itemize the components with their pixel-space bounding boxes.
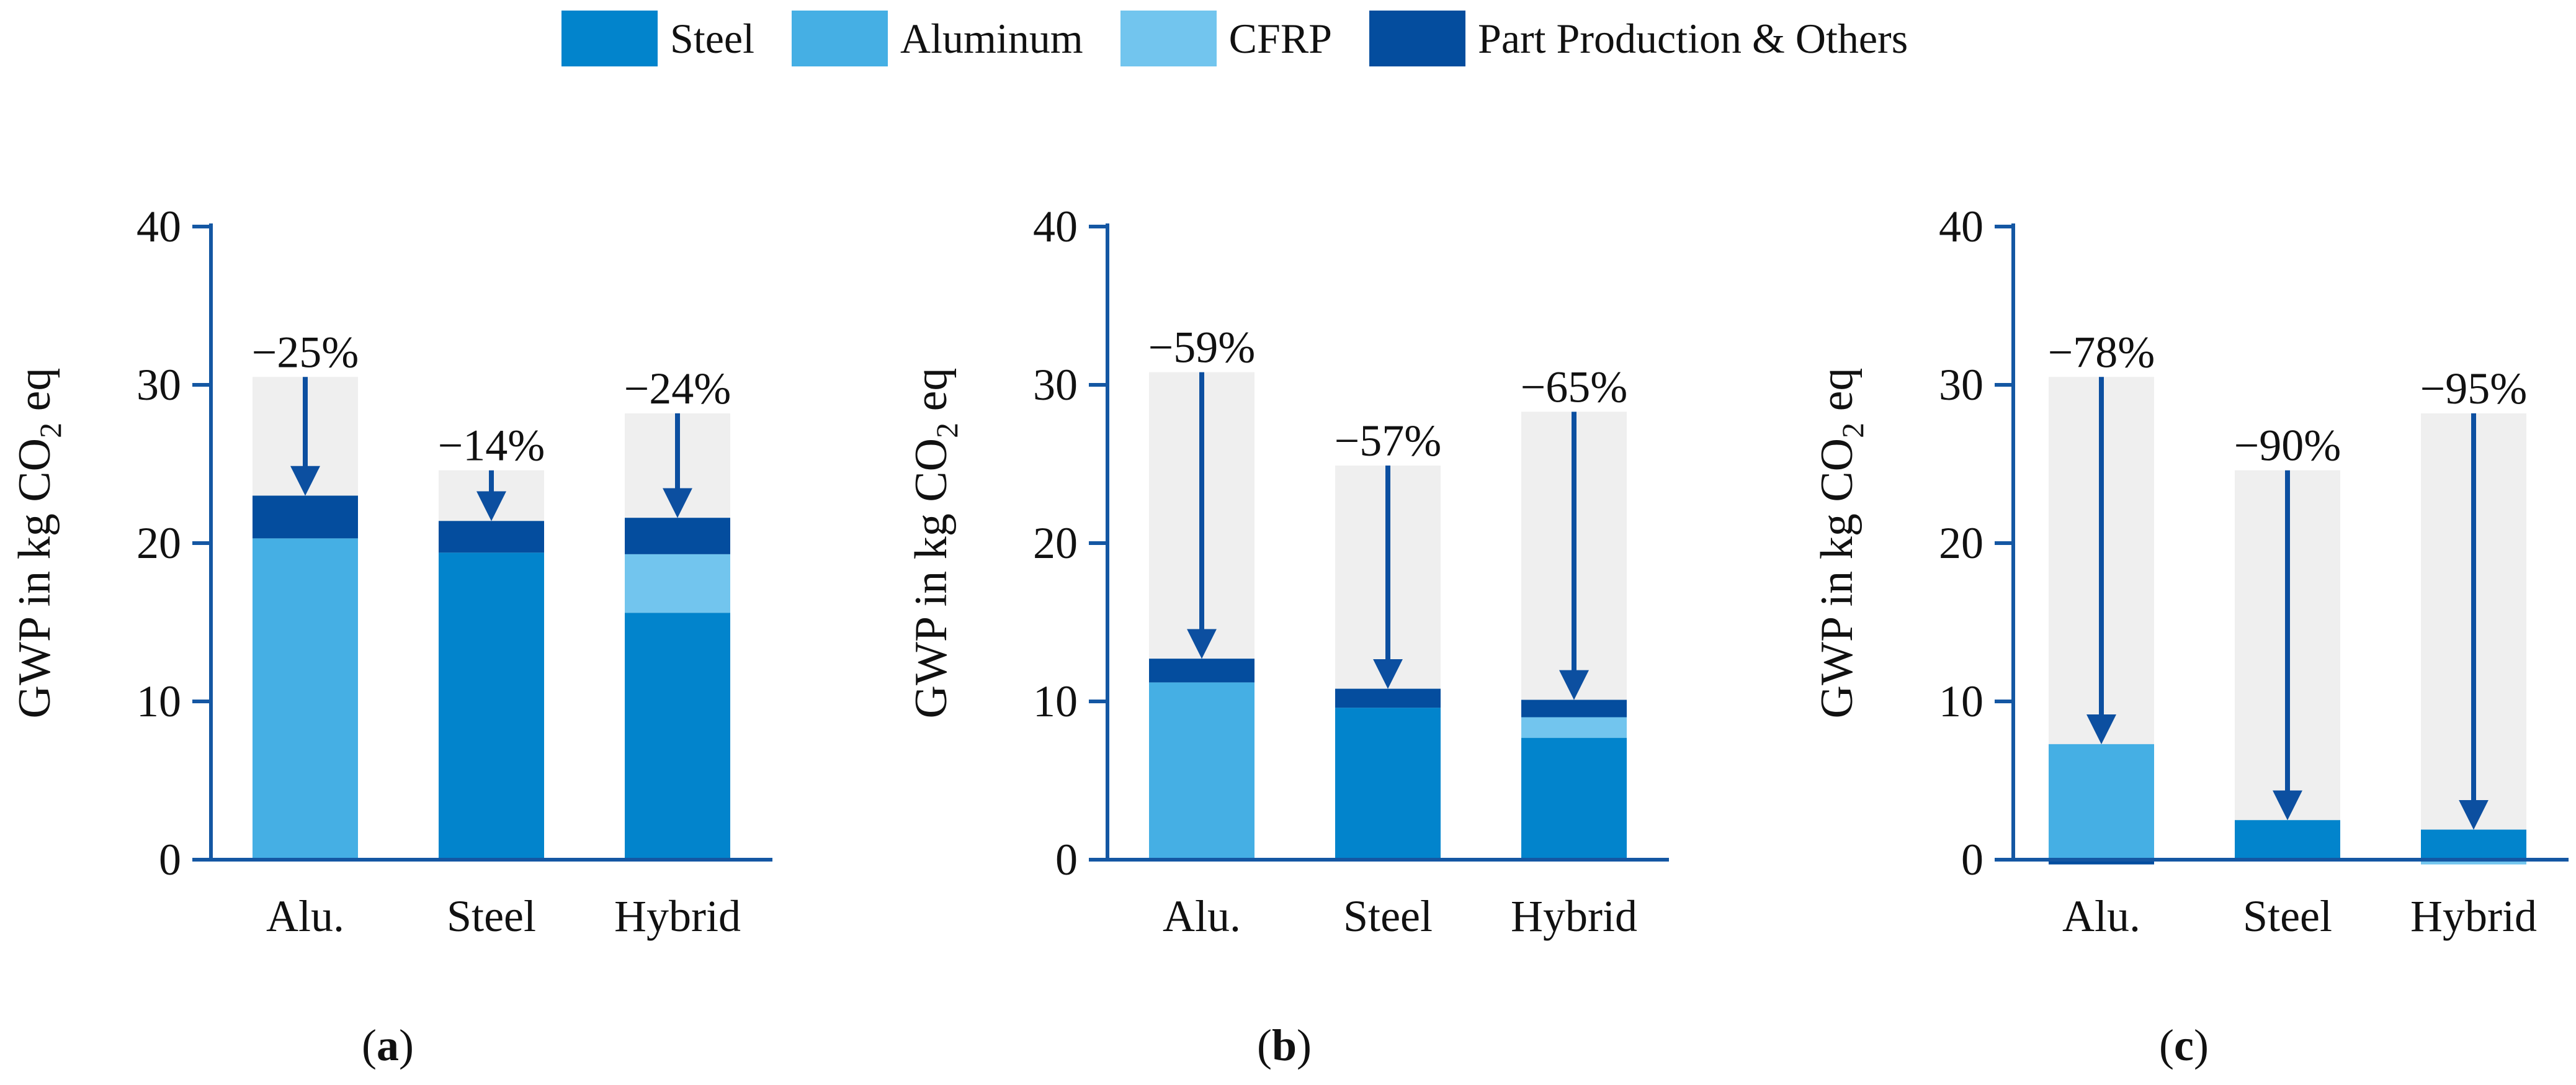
legend-label-part-production: Part Production & Others bbox=[1478, 15, 1908, 62]
legend-item-aluminum: Aluminum bbox=[791, 11, 1083, 66]
bar-segment-a-hybrid-steel bbox=[625, 613, 730, 860]
bar-segment-a-hybrid-cfrp bbox=[625, 554, 730, 613]
legend-swatch-aluminum bbox=[791, 11, 888, 66]
reduction-label-b-hybrid: −65% bbox=[1521, 362, 1628, 412]
bar-segment-b-hybrid-steel bbox=[1521, 737, 1627, 860]
panel-label-a: (a) bbox=[362, 1020, 414, 1070]
panel-label-c: (c) bbox=[2159, 1020, 2209, 1070]
y-tick-label-c-40: 40 bbox=[1939, 202, 1983, 251]
bar-segment-c-hybrid-steel bbox=[2421, 829, 2526, 860]
x-tick-label-c-steel: Steel bbox=[2243, 891, 2332, 941]
bar-segment-c-alu-aluminum bbox=[2049, 744, 2154, 860]
bar-segment-c-steel-steel bbox=[2235, 820, 2340, 860]
y-tick-label-a-40: 40 bbox=[136, 202, 181, 251]
legend-label-cfrp: CFRP bbox=[1228, 15, 1333, 62]
legend-label-steel: Steel bbox=[670, 15, 754, 62]
bar-segment-a-steel-part-production-others bbox=[439, 521, 544, 553]
x-tick-label-a-alu: Alu. bbox=[266, 891, 344, 941]
bar-segment-a-alu-part-production-others bbox=[253, 495, 358, 539]
legend-swatch-part-production bbox=[1369, 11, 1466, 66]
bar-segment-b-hybrid-cfrp bbox=[1521, 717, 1627, 738]
x-tick-label-c-hybrid: Hybrid bbox=[2410, 891, 2537, 941]
y-axis-title-a: GWP in kg CO2 eq bbox=[9, 368, 68, 719]
y-tick-label-c-0: 0 bbox=[1961, 835, 1983, 885]
x-tick-label-b-hybrid: Hybrid bbox=[1511, 891, 1637, 941]
bar-segment-a-steel-steel bbox=[439, 552, 544, 860]
bar-segment-b-hybrid-part-production-others bbox=[1521, 700, 1627, 718]
bar-segment-b-alu-part-production-others bbox=[1149, 659, 1254, 683]
bar-segment-c-hybrid-cfrp bbox=[2421, 860, 2526, 865]
y-tick-label-c-30: 30 bbox=[1939, 360, 1983, 410]
reduction-label-b-steel: −57% bbox=[1335, 416, 1442, 466]
reduction-label-c-alu: −78% bbox=[2048, 327, 2155, 377]
y-tick-label-c-20: 20 bbox=[1939, 518, 1983, 568]
bar-segment-b-steel-steel bbox=[1335, 708, 1441, 860]
reduction-label-a-steel: −14% bbox=[438, 421, 545, 470]
y-tick-label-b-20: 20 bbox=[1033, 518, 1078, 568]
y-tick-label-b-0: 0 bbox=[1055, 835, 1078, 885]
y-tick-label-a-0: 0 bbox=[159, 835, 181, 885]
x-tick-label-b-steel: Steel bbox=[1343, 891, 1433, 941]
legend-label-aluminum: Aluminum bbox=[900, 15, 1083, 62]
bar-segment-b-alu-aluminum bbox=[1149, 682, 1254, 860]
y-axis-title-b: GWP in kg CO2 eq bbox=[906, 368, 964, 719]
y-tick-label-a-10: 10 bbox=[136, 677, 181, 726]
y-tick-label-a-30: 30 bbox=[136, 360, 181, 410]
legend-item-steel: Steel bbox=[561, 11, 754, 66]
legend-item-cfrp: CFRP bbox=[1120, 11, 1332, 66]
y-tick-label-b-30: 30 bbox=[1033, 360, 1078, 410]
reduction-label-c-hybrid: −95% bbox=[2420, 364, 2528, 413]
reduction-label-a-alu: −25% bbox=[252, 327, 359, 377]
legend-swatch-cfrp bbox=[1120, 11, 1217, 66]
y-tick-label-b-40: 40 bbox=[1033, 202, 1078, 251]
x-tick-label-a-steel: Steel bbox=[447, 891, 536, 941]
y-tick-label-c-10: 10 bbox=[1939, 677, 1983, 726]
bar-segment-a-hybrid-part-production-others bbox=[625, 518, 730, 554]
legend: Steel Aluminum CFRP Part Production & Ot… bbox=[561, 7, 1945, 70]
reduction-label-c-steel: −90% bbox=[2234, 421, 2341, 470]
x-tick-label-b-alu: Alu. bbox=[1163, 891, 1241, 941]
legend-item-part-production: Part Production & Others bbox=[1369, 11, 1908, 66]
x-tick-label-c-alu: Alu. bbox=[2062, 891, 2140, 941]
y-tick-label-a-20: 20 bbox=[136, 518, 181, 568]
y-tick-label-b-10: 10 bbox=[1033, 677, 1078, 726]
bar-segment-b-steel-part-production-others bbox=[1335, 688, 1441, 708]
x-tick-label-a-hybrid: Hybrid bbox=[614, 891, 741, 941]
reduction-label-b-alu: −59% bbox=[1148, 323, 1256, 372]
reduction-label-a-hybrid: −24% bbox=[624, 364, 731, 413]
panel-label-b: (b) bbox=[1257, 1020, 1312, 1070]
y-axis-title-c: GWP in kg CO2 eq bbox=[1812, 368, 1870, 719]
legend-swatch-steel bbox=[561, 11, 658, 66]
bar-segment-a-alu-aluminum bbox=[253, 538, 358, 860]
bar-segment-c-alu-part-production-others bbox=[2049, 860, 2154, 865]
